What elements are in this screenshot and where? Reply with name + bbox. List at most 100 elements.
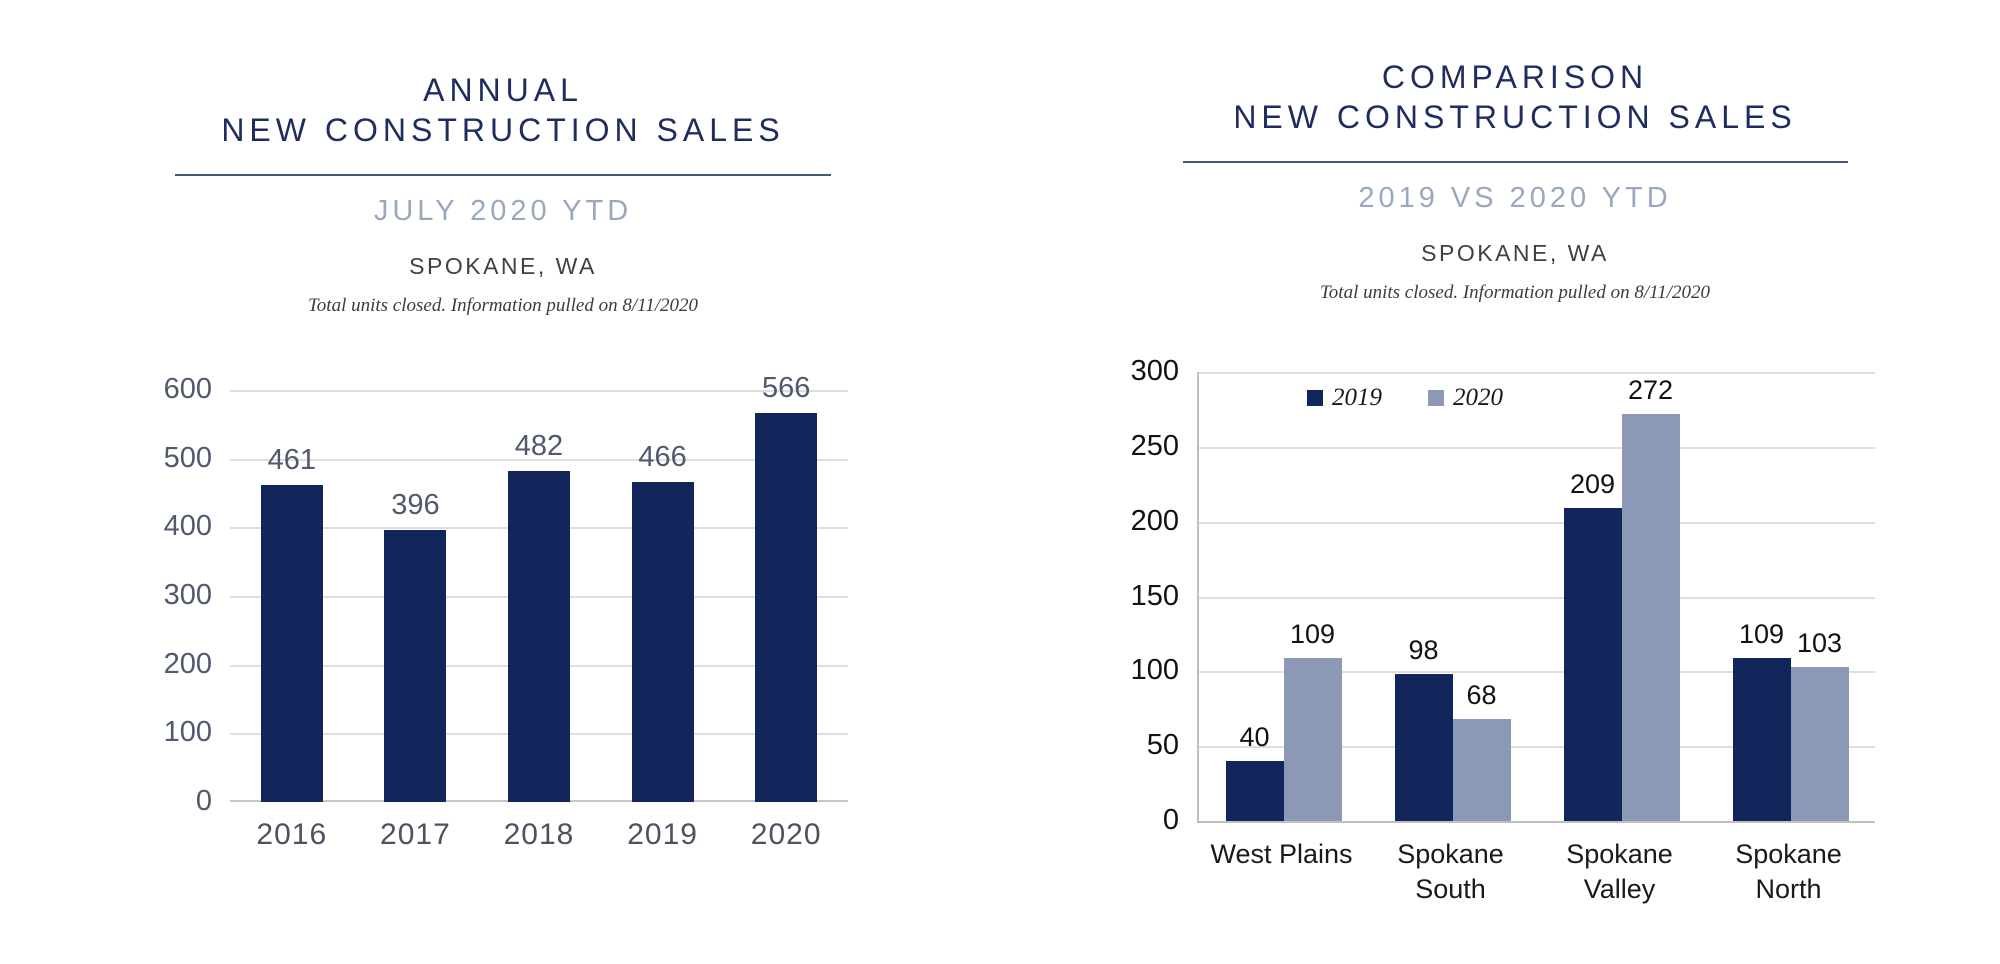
y-axis-label-250: 250: [1130, 430, 1179, 462]
bar-slot-2016: 461: [230, 390, 354, 802]
legend-swatch-2020: [1428, 390, 1444, 406]
chart-location: SPOKANE, WA: [1421, 240, 1609, 266]
bar-column-2020: 68: [1452, 680, 1511, 821]
bar-column-2020: 103: [1790, 628, 1849, 821]
x-axis-label-spokane-valley: Spokane Valley: [1535, 837, 1704, 907]
bar-slot-2017: 396: [354, 390, 478, 802]
bar-2018: [507, 471, 570, 802]
y-axis-label-200: 200: [1130, 505, 1179, 537]
bar-spokane-valley-2019: [1563, 508, 1622, 821]
x-axis-label-spokane-south: Spokane South: [1366, 837, 1535, 907]
gridline-300: [1199, 372, 1875, 374]
legend-label-2020: 2020: [1453, 384, 1503, 411]
value-label-2020: 68: [1466, 680, 1497, 710]
x-axis-label-line: Spokane: [1566, 839, 1673, 869]
bar-slot-2019: 466: [601, 390, 725, 802]
annual-x-axis-labels: 2016 2017 2018 2019 2020: [230, 818, 848, 852]
bar-west-plains-2019: [1225, 761, 1284, 821]
y-axis-label-0: 0: [1162, 804, 1179, 836]
bar-group-west-plains: 40 109: [1199, 372, 1368, 821]
y-axis-label-0: 0: [195, 785, 212, 817]
y-axis-label-200: 200: [163, 648, 212, 680]
bar-column: 466: [631, 441, 694, 802]
gridline-100: [1199, 671, 1875, 673]
bar-column-2019: 98: [1394, 635, 1453, 821]
chart-subtitle: 2019 VS 2020 YTD: [1358, 182, 1672, 214]
x-axis-label-line: Spokane: [1397, 839, 1504, 869]
chart-title-line2: NEW CONSTRUCTION SALES: [1233, 99, 1797, 135]
y-axis-label-100: 100: [163, 716, 212, 748]
chart-title: COMPARISON NEW CONSTRUCTION SALES: [1120, 57, 1910, 137]
y-axis-label-500: 500: [163, 442, 212, 474]
value-label-2019: 466: [638, 441, 687, 473]
bar-spokane-north-2019: [1732, 658, 1791, 821]
bar-column-2020: 272: [1621, 375, 1680, 821]
bar-column-2019: 209: [1563, 469, 1622, 821]
bar-column: 566: [755, 372, 818, 802]
legend-item-2019: 2019: [1307, 384, 1382, 412]
x-axis-label-spokane-north: Spokane North: [1704, 837, 1873, 907]
bar-slot-2018: 482: [477, 390, 601, 802]
bar-spokane-south-2019: [1394, 674, 1453, 821]
bar-group-spokane-south: 98 68: [1368, 372, 1537, 821]
y-axis-label-400: 400: [163, 510, 212, 542]
bar-column-2019: 40: [1225, 722, 1284, 821]
bar-group-spokane-valley: 209 272: [1537, 372, 1706, 821]
gridline-150: [1199, 597, 1875, 599]
bar-2020: [755, 413, 818, 802]
x-axis-label-line: South: [1415, 874, 1486, 904]
chart-title-line1: ANNUAL: [423, 72, 583, 108]
chart-legend: 2019 2020: [1307, 384, 1503, 412]
chart-subtitle: JULY 2020 YTD: [373, 195, 633, 227]
y-axis-label-600: 600: [163, 373, 212, 405]
bars-container: 40 109 98 68 209 272 109 103: [1199, 372, 1875, 821]
value-label-2019: 209: [1569, 469, 1616, 499]
bar-spokane-valley-2020: [1621, 414, 1680, 821]
value-label-2018: 482: [514, 430, 564, 462]
bar-2017: [384, 530, 447, 802]
comparison-plot-area: 2019 2020 0 50 100 150 200 250 300 40 109 98 68 209 2…: [1131, 355, 1875, 836]
value-label-2016: 461: [267, 444, 316, 476]
bar-column: 482: [507, 430, 570, 802]
bars-container: 461 396 482 466 566: [230, 372, 848, 802]
y-axis-label-50: 50: [1146, 729, 1179, 761]
legend-item-2020: 2020: [1428, 384, 1503, 412]
gridline-50: [1199, 746, 1875, 748]
bar-column-2020: 109: [1283, 619, 1342, 821]
value-label-2019: 98: [1408, 635, 1439, 665]
value-label-2019: 40: [1239, 722, 1270, 752]
bar-west-plains-2020: [1283, 658, 1342, 821]
chart-note: Total units closed. Information pulled o…: [1319, 282, 1711, 303]
x-axis-label-line: West Plains: [1210, 839, 1353, 869]
bar-column: 396: [384, 489, 447, 802]
chart-title: ANNUAL NEW CONSTRUCTION SALES: [158, 70, 848, 150]
value-label-2019: 109: [1738, 619, 1785, 649]
bar-2019: [631, 482, 694, 802]
annual-sales-chart-panel: ANNUAL NEW CONSTRUCTION SALES JULY 2020 …: [158, 70, 848, 930]
bar-spokane-south-2020: [1452, 719, 1511, 821]
title-divider-rule: [175, 174, 831, 176]
x-axis-label-line: Valley: [1583, 874, 1656, 904]
chart-note: Total units closed. Information pulled o…: [307, 295, 699, 316]
bar-column-2019: 109: [1732, 619, 1791, 821]
value-label-2020: 109: [1289, 619, 1336, 649]
y-axis-label-100: 100: [1130, 654, 1179, 686]
legend-swatch-2019: [1307, 390, 1323, 406]
gridline-250: [1199, 447, 1875, 449]
bar-spokane-north-2020: [1790, 667, 1849, 821]
chart-title-line1: COMPARISON: [1381, 59, 1649, 95]
x-axis-label-2018: 2018: [503, 818, 575, 851]
y-axis-label-300: 300: [163, 579, 212, 611]
value-label-2020: 272: [1627, 375, 1674, 405]
x-axis-label-line: Spokane: [1735, 839, 1842, 869]
value-label-2020: 566: [761, 372, 811, 404]
bar-slot-2020: 566: [724, 372, 848, 802]
x-axis-label-2019: 2019: [627, 818, 698, 851]
title-divider-rule: [1182, 161, 1848, 163]
gridline-500: [230, 459, 848, 461]
x-axis-label-2020: 2020: [750, 818, 822, 851]
value-label-2020: 103: [1796, 628, 1843, 658]
bar-2016: [260, 485, 323, 802]
annual-plot-area: 0 100 200 300 400 500 600 461 396 482 466 566: [164, 372, 848, 817]
bar-column: 461: [260, 444, 323, 802]
